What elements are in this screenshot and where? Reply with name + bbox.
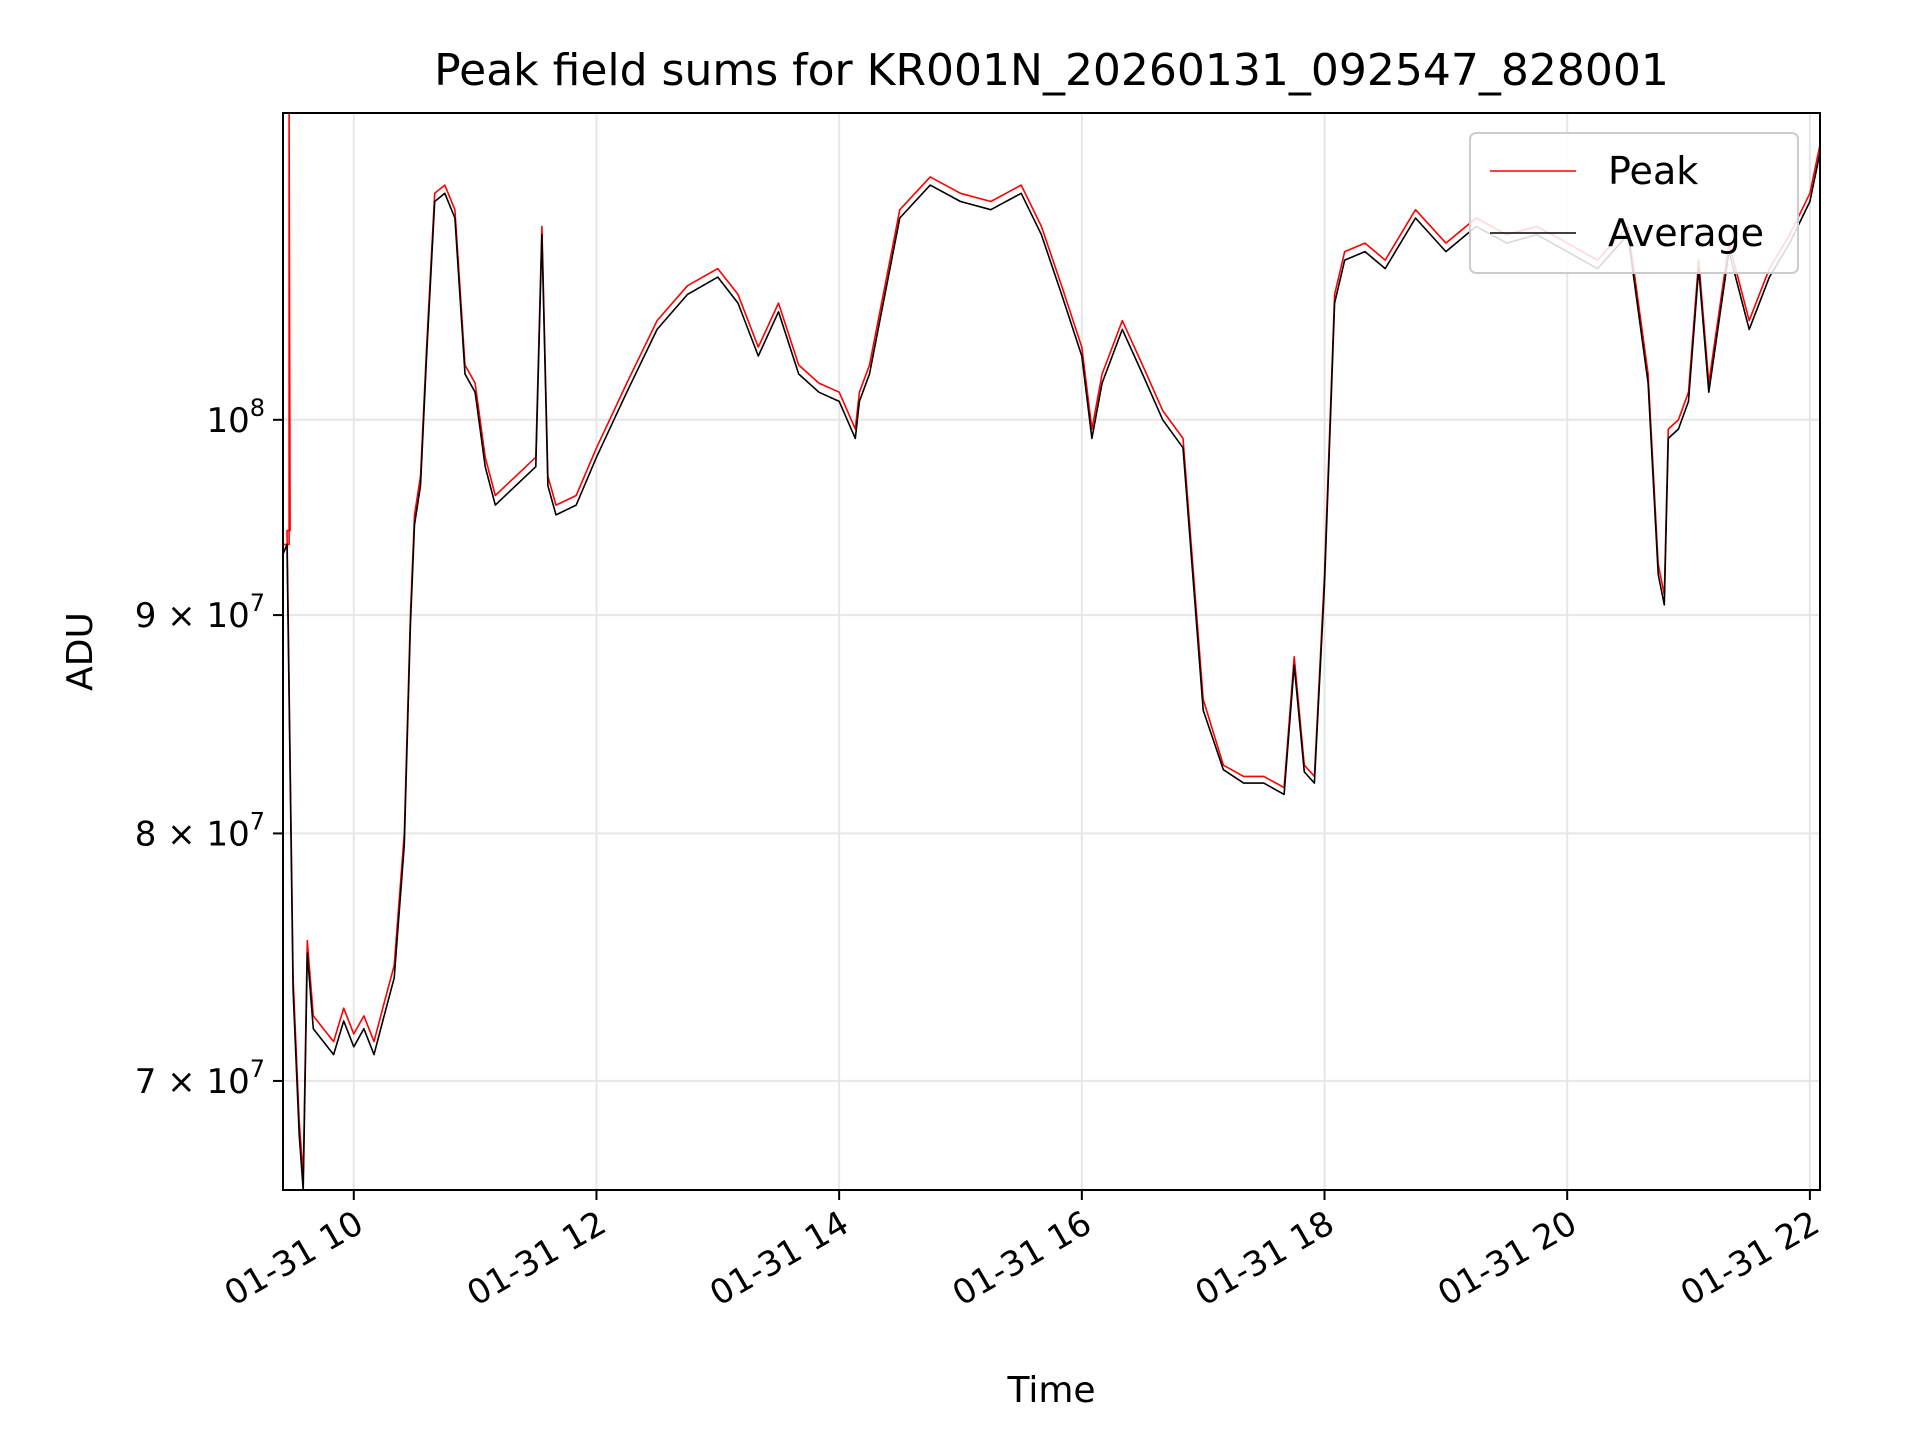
legend: Peak Average bbox=[1469, 132, 1799, 274]
chart-title: Peak field sums for KR001N_20260131_0925… bbox=[434, 45, 1669, 96]
y-tick-label: 108 bbox=[206, 394, 265, 441]
x-axis-title: Time bbox=[1006, 1370, 1095, 1411]
y-tick-label: 7 × 107 bbox=[135, 1055, 265, 1102]
legend-peak-label: Peak bbox=[1608, 149, 1698, 193]
legend-average-label: Average bbox=[1608, 211, 1764, 255]
y-tick-label: 8 × 107 bbox=[135, 807, 265, 854]
y-tick-label: 9 × 107 bbox=[135, 589, 265, 636]
y-axis-title: ADU bbox=[60, 612, 101, 691]
plot-frame bbox=[282, 112, 1821, 1191]
legend-box bbox=[1469, 132, 1799, 274]
grid bbox=[283, 113, 1820, 1190]
